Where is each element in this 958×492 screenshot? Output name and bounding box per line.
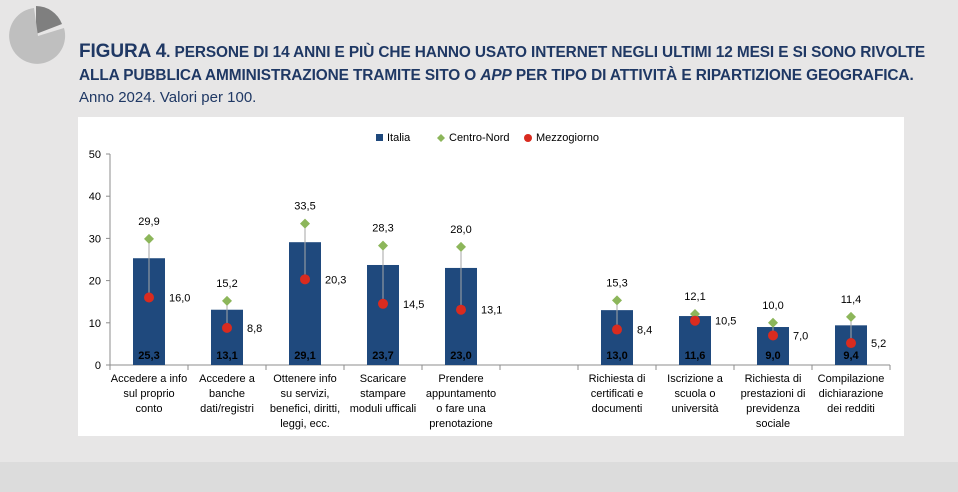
bar-value-label: 9,0 xyxy=(765,350,780,362)
legend-swatch-mezzogiorno xyxy=(524,134,532,142)
x-category-label: dei redditi xyxy=(827,403,875,415)
marker-mezzogiorno xyxy=(612,324,622,335)
x-category-label: su servizi, xyxy=(281,388,330,400)
marker-centro-nord xyxy=(378,240,388,251)
centro-nord-value-label: 11,4 xyxy=(841,294,862,306)
bar-value-label: 25,3 xyxy=(138,350,159,362)
mezzogiorno-value-label: 14,5 xyxy=(403,299,424,311)
legend-label-italia: Italia xyxy=(387,132,411,144)
legend-swatch-italia xyxy=(376,134,383,141)
x-category-label: sociale xyxy=(756,418,790,430)
marker-mezzogiorno xyxy=(300,274,310,285)
bar-value-label: 13,0 xyxy=(606,350,627,362)
marker-centro-nord xyxy=(144,233,154,244)
x-category-label: Accedere a info xyxy=(111,373,187,385)
title-text-2-italic: APP xyxy=(480,67,512,84)
mezzogiorno-value-label: 16,0 xyxy=(169,292,190,304)
marker-mezzogiorno xyxy=(768,330,778,341)
marker-centro-nord xyxy=(612,295,622,306)
marker-centro-nord xyxy=(300,218,310,229)
title-text-2a: ALLA PUBBLICA AMMINISTRAZIONE TRAMITE SI… xyxy=(79,67,481,84)
legend-label-centro-nord: Centro-Nord xyxy=(449,132,510,144)
x-category-label: leggi, ecc. xyxy=(280,418,330,430)
x-category-label: sul proprio xyxy=(123,388,174,400)
centro-nord-value-label: 12,1 xyxy=(684,291,705,303)
title-text-1: . PERSONE DI 14 ANNI E PIÙ CHE HANNO USA… xyxy=(166,44,926,61)
title-line-2: ALLA PUBBLICA AMMINISTRAZIONE TRAMITE SI… xyxy=(79,64,939,87)
marker-mezzogiorno xyxy=(456,304,466,315)
x-category-label: moduli ufficali xyxy=(350,403,416,415)
centro-nord-value-label: 15,2 xyxy=(216,278,237,290)
bar-value-label: 9,4 xyxy=(843,350,859,362)
x-category-label: o fare una xyxy=(436,403,486,415)
x-category-label: Richiesta di xyxy=(745,373,802,385)
x-category-label: Compilazione xyxy=(818,373,885,385)
y-tick-label: 50 xyxy=(89,149,101,161)
x-category-label: documenti xyxy=(592,403,643,415)
mezzogiorno-value-label: 13,1 xyxy=(481,305,502,317)
mezzogiorno-value-label: 7,0 xyxy=(793,330,808,342)
centro-nord-value-label: 15,3 xyxy=(606,277,627,289)
marker-mezzogiorno xyxy=(690,315,700,326)
x-category-label: scuola o xyxy=(675,388,716,400)
bar-value-label: 29,1 xyxy=(294,350,315,362)
marker-centro-nord xyxy=(456,241,466,252)
x-category-label: Prendere xyxy=(438,373,483,385)
bottom-band xyxy=(0,462,958,492)
marker-mezzogiorno xyxy=(222,322,232,333)
x-category-label: certificati e xyxy=(591,388,644,400)
centro-nord-value-label: 10,0 xyxy=(762,300,783,312)
chart-svg: 0 10 20 30 40 50 Accedere a info sul proprio con… xyxy=(89,132,891,430)
x-category-label: dati/registri xyxy=(200,403,254,415)
marker-centro-nord xyxy=(846,311,856,322)
marker-centro-nord xyxy=(768,317,778,328)
x-category-label: appuntamento xyxy=(426,388,496,400)
x-category-label: università xyxy=(671,403,719,415)
chart-panel: 0 10 20 30 40 50 Accedere a info sul proprio con… xyxy=(78,117,904,436)
x-category-label: prestazioni di xyxy=(741,388,806,400)
mezzogiorno-value-label: 8,4 xyxy=(637,325,652,337)
x-category-label: prenotazione xyxy=(429,418,493,430)
y-tick-label: 20 xyxy=(89,276,101,288)
figure-subtitle: Anno 2024. Valori per 100. xyxy=(79,89,257,106)
mezzogiorno-value-label: 5,2 xyxy=(871,338,886,350)
y-tick-label: 40 xyxy=(89,191,101,203)
x-category-label: Iscrizione a xyxy=(667,373,724,385)
legend-label-mezzogiorno: Mezzogiorno xyxy=(536,132,599,144)
marker-centro-nord xyxy=(222,295,232,306)
y-tick-label: 30 xyxy=(89,233,101,245)
title-line-1: FIGURA 4. PERSONE DI 14 ANNI E PIÙ CHE H… xyxy=(79,40,939,64)
y-tick-label: 0 xyxy=(95,360,101,372)
x-category-label: stampare xyxy=(360,388,406,400)
pie-logo-icon xyxy=(9,6,66,64)
x-category-label: conto xyxy=(136,403,163,415)
figure-label: FIGURA 4 xyxy=(79,41,167,62)
x-category-label: Accedere a xyxy=(199,373,256,385)
centro-nord-value-label: 28,3 xyxy=(372,223,393,235)
marker-mezzogiorno xyxy=(846,338,856,349)
centro-nord-value-label: 33,5 xyxy=(294,201,315,213)
x-category-label: banche xyxy=(209,388,245,400)
figure-header: FIGURA 4. PERSONE DI 14 ANNI E PIÙ CHE H… xyxy=(79,40,939,108)
x-category-label: Ottenere info xyxy=(273,373,337,385)
x-category-label: previdenza xyxy=(746,403,801,415)
mezzogiorno-value-label: 20,3 xyxy=(325,274,346,286)
centro-nord-value-label: 28,0 xyxy=(450,224,471,236)
bar-value-label: 23,7 xyxy=(372,350,393,362)
x-category-label: dichiarazione xyxy=(819,388,884,400)
marker-mezzogiorno xyxy=(378,298,388,309)
x-category-label: benefici, diritti, xyxy=(270,403,340,415)
bar-value-label: 23,0 xyxy=(450,350,471,362)
x-category-label: Scaricare xyxy=(360,373,406,385)
y-tick-label: 10 xyxy=(89,318,101,330)
legend-swatch-centro-nord xyxy=(437,134,445,142)
bar-value-label: 11,6 xyxy=(685,350,706,362)
mezzogiorno-value-label: 10,5 xyxy=(715,316,736,328)
marker-mezzogiorno xyxy=(144,292,154,303)
title-text-2b: PER TIPO DI ATTIVITÀ E RIPARTIZIONE GEOG… xyxy=(511,67,914,84)
centro-nord-value-label: 29,9 xyxy=(138,216,159,228)
mezzogiorno-value-label: 8,8 xyxy=(247,323,262,335)
x-category-label: Richiesta di xyxy=(589,373,646,385)
bar-value-label: 13,1 xyxy=(216,350,237,362)
